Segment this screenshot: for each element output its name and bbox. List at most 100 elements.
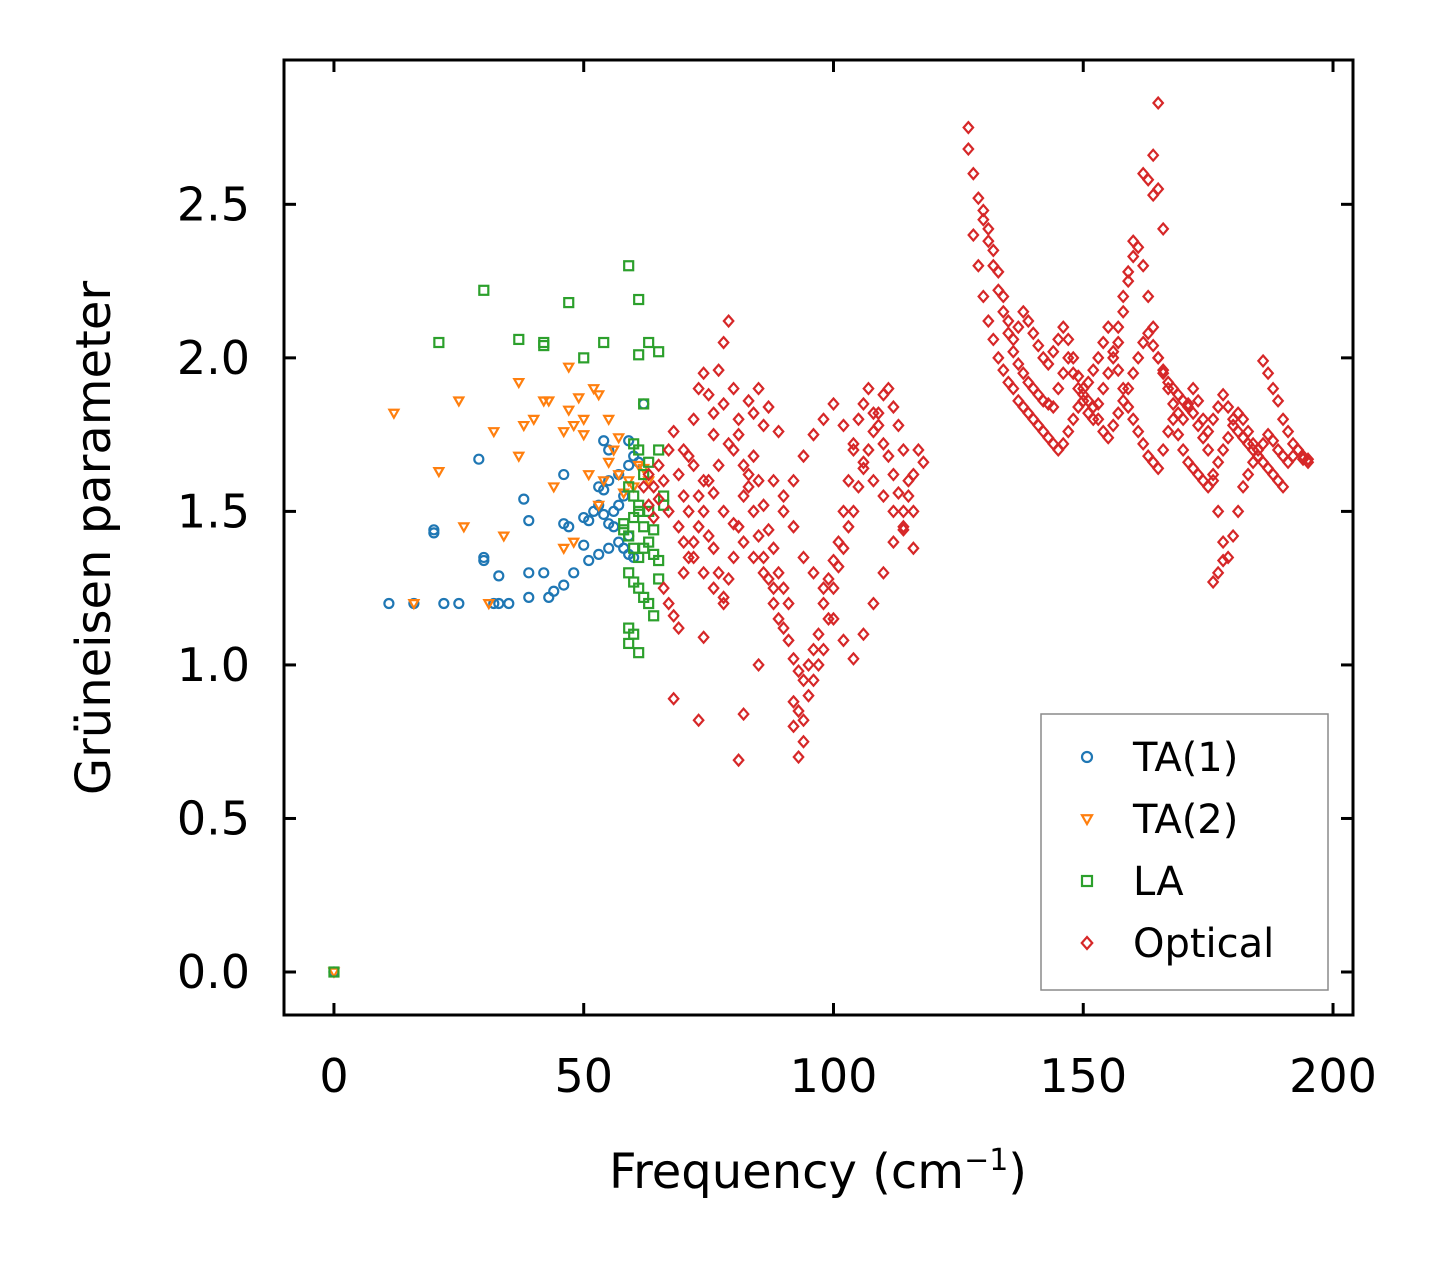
data-point bbox=[877, 436, 890, 451]
data-point bbox=[1122, 274, 1135, 289]
data-point bbox=[598, 435, 610, 447]
data-point bbox=[857, 396, 870, 411]
data-point bbox=[557, 427, 571, 439]
data-point bbox=[592, 390, 606, 402]
data-point bbox=[638, 398, 650, 410]
data-point bbox=[802, 657, 815, 673]
data-point bbox=[512, 451, 526, 463]
data-point bbox=[827, 611, 840, 626]
data-point bbox=[1067, 350, 1080, 365]
data-point bbox=[562, 405, 576, 417]
data-point bbox=[433, 336, 445, 349]
data-point bbox=[887, 399, 900, 415]
data-point bbox=[972, 258, 985, 273]
y-tick-label: 2.5 bbox=[177, 177, 250, 231]
data-point bbox=[707, 581, 720, 596]
data-point bbox=[1211, 565, 1225, 580]
data-point bbox=[567, 537, 581, 549]
data-point bbox=[857, 461, 870, 476]
data-point bbox=[1117, 304, 1130, 319]
data-point bbox=[1062, 424, 1075, 439]
data-point bbox=[907, 504, 920, 519]
data-point bbox=[647, 510, 660, 525]
x-tick-label: 150 bbox=[1039, 1049, 1127, 1103]
data-point bbox=[837, 504, 850, 519]
data-point bbox=[912, 442, 925, 458]
data-point bbox=[1007, 332, 1020, 347]
data-point bbox=[612, 433, 626, 445]
data-point bbox=[438, 597, 450, 610]
data-point bbox=[822, 571, 835, 587]
data-point bbox=[1147, 188, 1160, 203]
data-point bbox=[707, 406, 720, 421]
data-point bbox=[577, 414, 591, 426]
data-point bbox=[847, 651, 860, 666]
data-point bbox=[887, 467, 900, 482]
data-point bbox=[757, 565, 770, 580]
data-point bbox=[1032, 338, 1045, 353]
data-point bbox=[1201, 424, 1215, 439]
data-point bbox=[602, 457, 616, 469]
data-point bbox=[562, 362, 576, 374]
data-point bbox=[642, 498, 655, 513]
data-point bbox=[487, 427, 501, 439]
data-point bbox=[747, 504, 760, 519]
data-point bbox=[582, 470, 596, 482]
data-point bbox=[1042, 356, 1055, 372]
data-point bbox=[1176, 442, 1190, 458]
data-point bbox=[812, 627, 825, 642]
data-point bbox=[877, 488, 890, 504]
data-point bbox=[1266, 433, 1280, 448]
data-point bbox=[737, 458, 750, 473]
data-point bbox=[837, 633, 850, 648]
data-point bbox=[732, 519, 745, 534]
legend-entry: LA bbox=[1080, 859, 1184, 905]
data-point bbox=[997, 289, 1010, 304]
data-point bbox=[707, 485, 720, 501]
data-point bbox=[1236, 412, 1250, 427]
data-point bbox=[572, 393, 586, 405]
data-point bbox=[1231, 504, 1245, 519]
data-point bbox=[997, 304, 1010, 319]
data-point bbox=[1211, 504, 1225, 519]
data-point bbox=[1112, 363, 1125, 378]
data-point bbox=[383, 597, 395, 610]
data-point bbox=[1067, 412, 1080, 427]
data-point bbox=[817, 581, 830, 596]
data-point bbox=[687, 550, 700, 565]
data-point bbox=[643, 336, 655, 349]
data-point bbox=[1216, 553, 1230, 568]
data-point bbox=[1211, 455, 1225, 470]
data-point bbox=[1112, 406, 1125, 421]
data-point bbox=[667, 691, 680, 706]
data-point bbox=[652, 492, 665, 507]
series-optical bbox=[637, 95, 1315, 768]
data-point bbox=[847, 442, 860, 458]
tick-layer: 0 50 100 150 200 0.0 0.5 1.0 1.5 2.0 2.5 bbox=[177, 60, 1377, 1103]
data-point bbox=[493, 570, 505, 582]
data-point bbox=[1017, 304, 1030, 319]
data-point bbox=[1221, 399, 1235, 415]
legend-marker bbox=[1080, 750, 1094, 764]
data-point bbox=[707, 541, 720, 556]
data-point bbox=[827, 581, 840, 596]
data-point bbox=[672, 467, 685, 482]
data-point bbox=[523, 515, 535, 527]
data-point bbox=[757, 550, 770, 565]
data-point bbox=[742, 467, 755, 482]
data-point bbox=[613, 499, 625, 511]
data-point bbox=[1072, 399, 1085, 415]
data-point bbox=[1216, 535, 1230, 550]
series-la bbox=[328, 260, 670, 978]
data-point bbox=[717, 596, 730, 611]
data-point bbox=[777, 504, 790, 519]
data-point bbox=[842, 519, 855, 534]
data-point bbox=[1132, 424, 1145, 439]
data-point bbox=[792, 749, 805, 765]
data-point bbox=[737, 535, 750, 550]
data-point bbox=[1122, 381, 1135, 396]
y-tick-label: 0.0 bbox=[177, 945, 250, 999]
data-point bbox=[478, 284, 490, 296]
data-point bbox=[772, 611, 785, 626]
